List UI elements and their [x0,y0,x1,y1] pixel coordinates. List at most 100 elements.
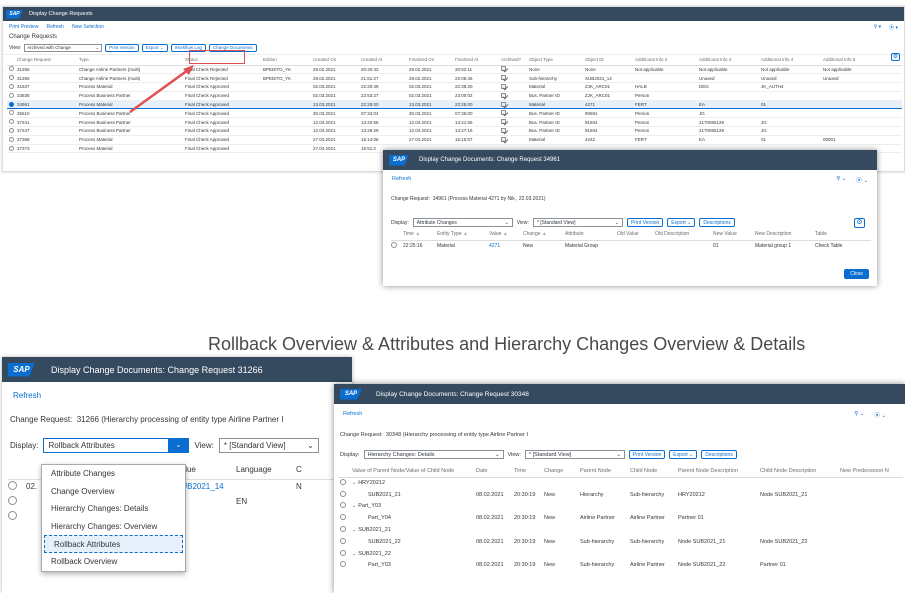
dropdown-option[interactable]: Attribute Changes [51,469,116,478]
table-row[interactable]: 33838 Process Business Partner Final Check… [7,91,902,101]
row-select-cell[interactable] [7,126,15,136]
row-select-cell[interactable] [7,65,15,75]
table-row[interactable]: 31265 Change Airline Partners (multi) Fina… [7,65,902,75]
row-select-radio[interactable] [9,136,14,142]
new-selection-button[interactable]: New Selection [71,24,104,30]
table-row[interactable]: ⌄ HRY20212 [338,477,903,489]
descriptions-button[interactable]: Descriptions [699,218,735,227]
row-select-cell[interactable] [8,479,26,494]
change-documents-button[interactable]: Change Documents [208,43,257,52]
refresh-button[interactable]: Refresh [46,24,64,30]
chevron-down-icon[interactable]: ⌄ [352,503,357,510]
row-select-radio[interactable] [9,66,14,72]
table-row[interactable]: 37241 Process Business Partner Final Check… [7,117,902,128]
row-select-cell[interactable] [7,144,15,154]
row-select-radio[interactable] [8,511,17,520]
table-row[interactable]: 22:25:16 Material 4271 New Material Group 01 M… [391,240,871,251]
descriptions-button[interactable]: Descriptions [701,450,737,459]
row-select-radio[interactable] [9,83,14,89]
row-select-radio[interactable] [340,514,346,521]
table-row[interactable]: SUB2021_21 08.02.2021 20:30:19 New Hierarchy… [338,489,903,501]
view-select[interactable]: * [Standard View] ⌄ [532,218,623,227]
row-select-radio[interactable] [9,119,14,125]
row-select-cell[interactable] [338,501,350,513]
export-button[interactable]: Export ⌄ [141,43,168,52]
help-icon[interactable]: ⚲ ⌄ [836,176,847,182]
row-select-cell[interactable] [7,117,15,128]
dropdown-option[interactable]: Change Overview [51,486,115,496]
row-select-cell[interactable] [7,82,15,92]
view-select[interactable]: * [Standard View] ⌄ [524,450,625,459]
table-cell[interactable]: SUB2021_14 [176,482,224,492]
row-select-cell[interactable] [391,240,403,251]
row-select-radio[interactable] [9,145,14,151]
row-select-cell[interactable] [338,512,350,524]
export-button[interactable]: Export ⌄ [669,450,698,459]
row-select-radio[interactable] [340,561,346,568]
row-select-radio[interactable] [9,110,14,116]
view-select[interactable]: Archived with Change ⌄ [24,43,103,52]
row-select-radio[interactable] [8,496,17,505]
sort-icon[interactable]: ▲ [413,231,421,238]
sort-icon[interactable]: ▲ [461,231,468,238]
row-select-cell[interactable] [7,91,15,101]
chevron-down-icon[interactable]: ⌄ [352,527,357,534]
dropdown-option[interactable]: Hierarchy Changes: Details [51,504,149,514]
row-select-radio[interactable] [340,526,346,533]
row-select-cell[interactable] [338,489,350,501]
chevron-down-icon[interactable]: ⌄ [352,550,357,557]
table-row[interactable]: Part_Y04 08.02.2021 20:30:19 New Airline Par… [338,512,903,524]
export-button[interactable]: Export ⌄ [667,218,696,227]
table-row[interactable]: Part_Y03 08.02.2021 20:30:19 New Sub-hierarc… [338,560,903,572]
settings-menu-icon[interactable]: ⦿ ▾ [889,24,898,31]
row-select-cell[interactable] [338,548,350,560]
print-version-button[interactable]: Print Version [105,43,139,52]
print-version-button[interactable]: Print Version [626,218,664,227]
display-select[interactable]: Hierarchy Changes: Details ⌄ [363,450,504,459]
refresh-button[interactable]: Refresh [392,176,412,182]
row-select-cell[interactable] [7,135,15,145]
table-cell[interactable]: 4271 [489,242,501,249]
table-row[interactable]: ⌄ SUB2021_22 [338,548,903,560]
help-icon[interactable]: ⚲ ▾ [873,23,882,30]
row-select-cell[interactable] [7,73,15,84]
row-select-cell[interactable] [7,99,15,110]
workflow-log-button[interactable]: Workflow Log [170,43,206,52]
row-select-radio[interactable] [340,490,346,497]
table-row[interactable]: ⌄ Part_Y03 [338,501,903,513]
display-select[interactable]: Attribute Changes ⌄ [412,218,513,227]
table-row[interactable]: 34961 Process Material Final Check Approve… [7,99,902,110]
view-select[interactable]: * [Standard View] ⌄ [218,438,319,453]
table-row[interactable]: 37247 Process Business Partner Final Check… [7,126,902,136]
row-select-cell[interactable] [338,560,350,572]
row-select-cell[interactable] [8,494,26,509]
chevron-down-icon[interactable]: ⌄ [352,480,357,487]
row-select-radio[interactable] [340,479,346,486]
row-select-radio[interactable] [391,241,397,248]
refresh-button[interactable]: Refresh [343,411,363,417]
chevron-down-icon[interactable]: ⌄ [168,439,189,452]
sort-icon[interactable]: ▲ [540,231,547,238]
table-settings-icon[interactable]: ⚙ [891,53,900,61]
row-select-radio[interactable] [9,127,14,133]
table-row[interactable]: 37368 Process Material Final Check Approve… [7,135,902,145]
row-select-cell[interactable] [8,509,26,524]
close-button[interactable]: Close [844,269,869,279]
help-icon[interactable]: ⚲ ⌄ [854,411,865,417]
row-select-radio[interactable] [9,75,14,81]
table-row[interactable]: ⌄ SUB2021_21 [338,524,903,536]
dropdown-option[interactable]: Rollback Attributes [44,535,183,553]
display-select[interactable]: Rollback Attributes ⌄ [43,438,190,453]
table-row[interactable]: 02. SUB2021_14 N [8,479,348,494]
dropdown-option[interactable]: Hierarchy Changes: Overview [51,521,158,531]
row-select-cell[interactable] [338,524,350,536]
table-row[interactable]: 31266 Change Airline Partners (multi) Fina… [7,73,902,84]
row-select-radio[interactable] [9,101,14,107]
table-row[interactable]: SUB2021_22 08.02.2021 20:30:19 New Sub-hiera… [338,536,903,548]
print-version-button[interactable]: Print Version [628,450,666,459]
row-select-radio[interactable] [340,537,346,544]
table-row[interactable]: 31837 Process Material Final Check Approve… [7,82,902,92]
row-select-cell[interactable] [338,477,350,489]
sort-icon[interactable]: ▲ [501,231,508,238]
row-select-cell[interactable] [7,108,15,119]
